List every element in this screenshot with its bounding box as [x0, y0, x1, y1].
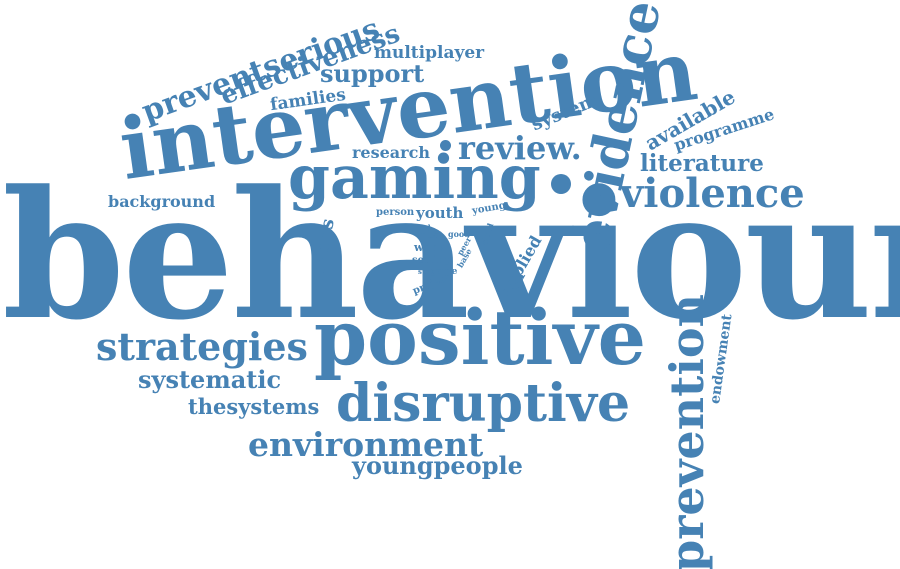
word-disruptive: disruptive	[336, 373, 631, 434]
word-good: good	[448, 229, 470, 239]
word-person: person	[376, 207, 415, 218]
word-setting: setting	[412, 255, 452, 266]
word-fund: fund	[410, 223, 431, 233]
word-review: review.	[458, 129, 582, 167]
word-positive: positive	[314, 293, 646, 382]
word-support: support	[320, 59, 425, 88]
word-background: background	[108, 192, 216, 211]
word-violence: violence	[620, 170, 805, 217]
word-behaviour: behaviour	[2, 152, 900, 359]
dot-mark	[551, 174, 571, 194]
word-strategies: strategies	[96, 324, 308, 369]
word-youth: youth	[416, 204, 464, 222]
word-work: work	[414, 241, 445, 254]
word-research: research	[352, 143, 430, 162]
word-thesystems: thesystems	[188, 394, 320, 419]
word-systematic: systematic	[138, 365, 282, 394]
word-multiplayer: multiplayer	[374, 43, 485, 63]
word-gaming: gaming	[288, 143, 541, 213]
word-prevention: prevention	[659, 294, 714, 569]
word-most: most	[418, 231, 443, 241]
word-literature: literature	[640, 150, 764, 177]
word-environment: environment	[248, 425, 484, 464]
word-game: game	[430, 267, 458, 277]
word-youngpeople: youngpeople	[352, 451, 523, 480]
word-step: step	[418, 267, 435, 276]
dot-mark	[440, 140, 451, 151]
